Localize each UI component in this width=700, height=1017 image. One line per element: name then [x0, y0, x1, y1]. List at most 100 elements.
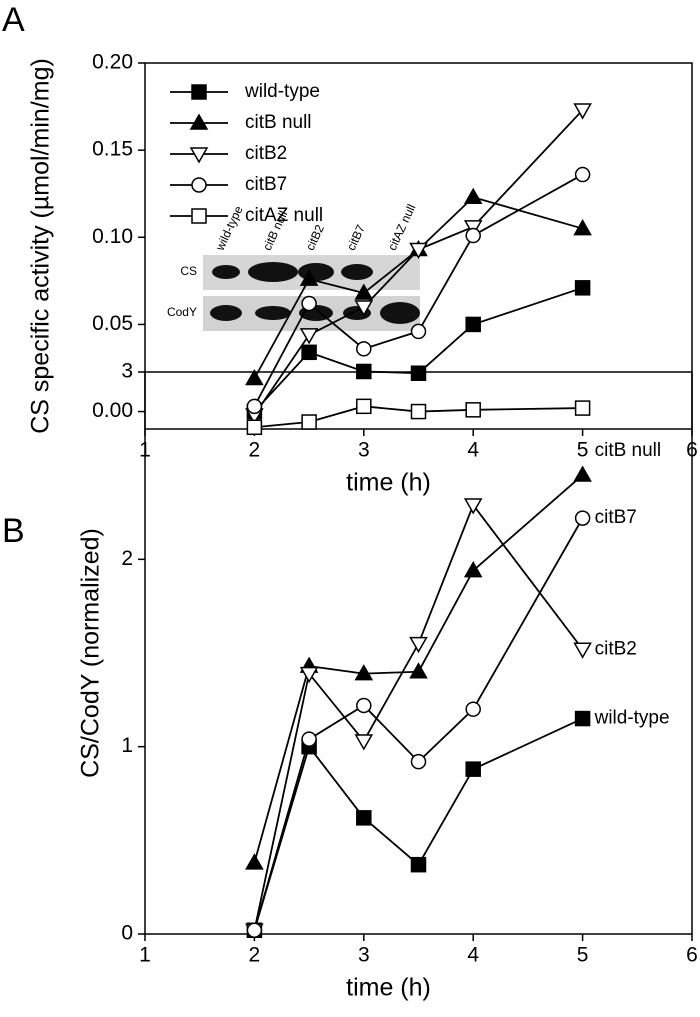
marker — [409, 636, 428, 654]
marker — [574, 510, 591, 526]
series-label: wild-type — [594, 708, 670, 729]
series-line — [254, 405, 583, 429]
marker — [246, 922, 263, 939]
marker — [410, 365, 427, 381]
y-tick-label: 0.05 — [92, 312, 133, 335]
band — [380, 302, 420, 324]
marker — [189, 147, 209, 164]
lane-label: citB2 — [303, 222, 327, 252]
x-tick-label: 6 — [686, 944, 698, 967]
marker — [354, 664, 374, 681]
marker — [573, 219, 592, 236]
series-line — [253, 109, 584, 416]
legend-label: citAZ null — [245, 205, 323, 226]
blot-inset — [203, 255, 420, 331]
x-axis-title: time (h) — [346, 469, 431, 497]
marker — [191, 84, 207, 100]
marker — [463, 561, 483, 578]
y-tick-label: 0.10 — [92, 225, 133, 248]
x-tick-label: 3 — [358, 944, 370, 967]
marker — [574, 710, 591, 727]
legend-label: wild-type — [244, 81, 320, 102]
series-label: citB7 — [595, 507, 637, 528]
series-label: citB null — [595, 440, 662, 461]
lane-label: wild-type — [212, 203, 245, 253]
marker — [465, 402, 481, 418]
series-line — [253, 717, 583, 931]
marker — [191, 177, 207, 193]
marker — [574, 166, 591, 183]
marker — [356, 398, 372, 415]
marker — [189, 113, 209, 130]
series-line — [253, 196, 583, 379]
band — [298, 263, 334, 281]
marker — [301, 414, 317, 430]
band — [255, 306, 291, 320]
plot-frame — [144, 62, 693, 430]
marker — [409, 662, 428, 679]
marker — [465, 316, 481, 333]
y-tick-label: 2 — [121, 547, 133, 570]
x-tick-label: 1 — [139, 944, 151, 967]
y-axis-title: CS specific activity (µmol/min/mg) — [27, 58, 55, 434]
band — [248, 262, 298, 282]
marker — [301, 295, 317, 312]
marker — [410, 403, 427, 420]
series-line — [253, 173, 584, 407]
marker — [465, 701, 481, 717]
legend-label: citB2 — [245, 143, 287, 164]
legend-label: citB null — [245, 112, 312, 133]
lane-label: citB7 — [344, 222, 368, 252]
series-line — [253, 474, 584, 864]
marker — [299, 666, 319, 684]
marker — [299, 328, 319, 345]
marker — [410, 856, 427, 873]
marker — [410, 323, 427, 340]
marker — [410, 753, 427, 770]
marker — [573, 465, 592, 482]
legend-label: citB7 — [245, 174, 287, 195]
marker — [356, 341, 372, 357]
marker — [356, 810, 372, 826]
x-tick-label: 3 — [358, 439, 370, 462]
panel-label: A — [2, 1, 25, 39]
row-label: CodY — [167, 305, 197, 319]
marker — [409, 242, 428, 259]
y-tick-label: 0.00 — [92, 399, 133, 422]
marker — [574, 280, 591, 296]
marker — [299, 269, 319, 286]
marker — [301, 344, 317, 361]
marker — [574, 400, 591, 416]
marker — [573, 642, 592, 659]
marker — [465, 227, 481, 244]
band — [341, 264, 373, 280]
y-tick-label: 0.20 — [92, 51, 133, 74]
series-line — [253, 503, 584, 931]
marker — [245, 853, 264, 870]
band — [210, 305, 242, 321]
y-tick-label: 0 — [121, 922, 133, 945]
marker — [191, 208, 207, 224]
marker — [463, 498, 483, 515]
y-tick-label: 1 — [121, 734, 133, 757]
plot-frame — [144, 371, 693, 935]
row-label: CS — [180, 264, 197, 278]
series-line — [253, 517, 584, 931]
panel-label: B — [2, 512, 25, 550]
marker — [465, 761, 481, 777]
x-tick-label: 2 — [249, 944, 261, 967]
band — [212, 265, 240, 279]
x-tick-label: 5 — [577, 439, 589, 462]
marker — [463, 187, 483, 204]
marker — [354, 283, 374, 300]
x-tick-label: 4 — [467, 944, 479, 967]
x-tick-label: 5 — [577, 944, 589, 967]
y-tick-label: 3 — [121, 360, 133, 383]
x-axis-title: time (h) — [346, 974, 431, 1002]
marker — [356, 697, 372, 714]
x-tick-label: 2 — [249, 439, 261, 462]
marker — [354, 734, 374, 751]
marker — [246, 419, 263, 436]
